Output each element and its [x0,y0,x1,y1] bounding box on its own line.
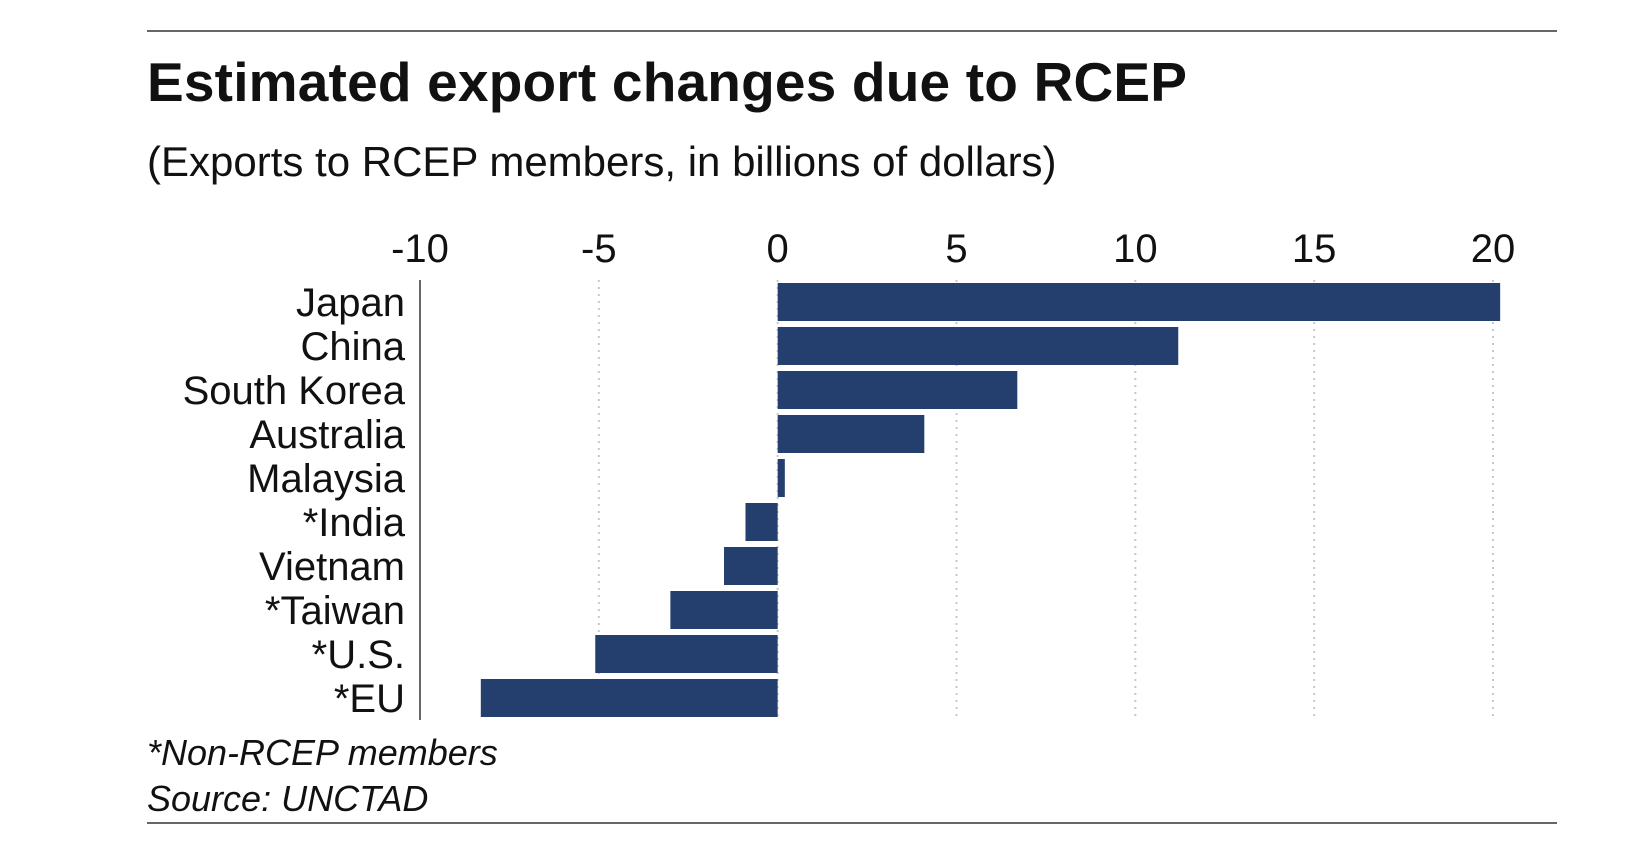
x-tick-label: 5 [945,227,967,271]
category-label: China [300,325,405,369]
category-label: Australia [249,413,405,457]
category-label: Japan [296,281,405,325]
x-tick-label: 10 [1113,227,1158,271]
category-label: Malaysia [247,457,406,501]
bar [724,547,778,585]
bar [777,283,1501,321]
chart-title: Estimated export changes due to RCEP [147,51,1188,113]
source-note: Source: UNCTAD [147,778,429,819]
footnote-non-members: *Non-RCEP members [147,732,498,773]
x-tick-label: 15 [1292,227,1337,271]
category-label: *EU [334,677,405,721]
bar [777,327,1179,365]
bar [777,415,925,453]
category-label: South Korea [183,369,406,413]
bar [480,679,778,717]
category-label: *U.S. [312,633,405,677]
category-label: Vietnam [259,545,405,589]
top-rule [147,30,1557,32]
chart-subtitle: (Exports to RCEP members, in billions of… [147,138,1057,185]
bottom-rule [147,822,1557,824]
bar [745,503,778,541]
category-label: *India [303,501,406,545]
bar [595,635,778,673]
bar [670,591,778,629]
x-tick-label: 0 [767,227,789,271]
x-tick-label: -10 [391,227,449,271]
category-label: *Taiwan [265,589,405,633]
x-tick-label: 20 [1471,227,1516,271]
x-tick-label: -5 [581,227,617,271]
bar [777,371,1018,409]
bar [777,459,785,497]
